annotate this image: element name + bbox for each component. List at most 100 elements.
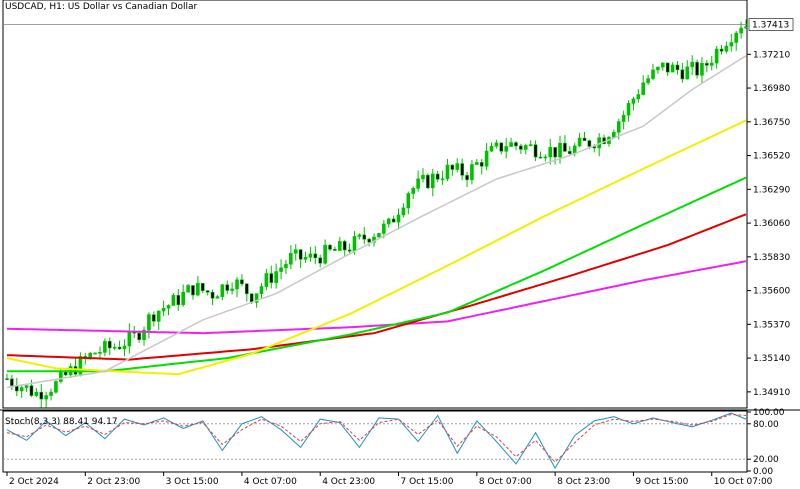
candle-body <box>357 234 362 237</box>
candle-body <box>411 188 416 194</box>
time-tick-label: 2 Oct 23:00 <box>87 477 140 485</box>
price-tick-label: 1.34910 <box>753 388 790 398</box>
moving-average-lines <box>6 55 747 389</box>
candle-body <box>382 223 386 234</box>
candle-body <box>587 140 592 147</box>
candle-body <box>391 218 396 223</box>
candle-body <box>528 144 533 146</box>
candle-body <box>323 244 327 264</box>
candle-body <box>284 263 288 269</box>
time-axis: 2 Oct 2024 2 Oct 23:00 3 Oct 15:00 4 Oct 07… <box>6 472 773 487</box>
candle-body <box>621 114 626 122</box>
candle-body <box>479 162 484 167</box>
candle-body <box>112 346 117 349</box>
moving-average-line <box>6 213 747 361</box>
time-tick-label: 8 Oct 07:00 <box>479 477 532 485</box>
candle-body <box>313 253 318 259</box>
moving-average-line <box>6 260 747 335</box>
candle-body <box>10 378 14 386</box>
candle-body <box>504 146 508 152</box>
candle-body <box>455 163 460 170</box>
candle-body <box>568 151 572 155</box>
candle-body <box>259 286 264 294</box>
candle-body <box>254 293 259 303</box>
candle-body <box>181 291 185 306</box>
candle-body <box>34 391 39 396</box>
moving-average-line <box>7 176 747 373</box>
candle-body <box>631 98 636 104</box>
candle-body <box>523 145 528 150</box>
candle-body <box>543 156 548 159</box>
candle-body <box>690 61 694 68</box>
candle-body <box>318 257 323 264</box>
time-tick-label: 7 Oct 15:00 <box>401 477 454 485</box>
candle-body <box>93 352 97 355</box>
candle-body <box>685 66 690 80</box>
candle-body <box>156 310 161 322</box>
candle-body <box>337 241 342 251</box>
price-tick-label: 1.35600 <box>753 287 790 297</box>
candle-body <box>734 32 739 43</box>
candle-body <box>533 144 538 158</box>
candle-body <box>484 150 489 167</box>
candle-body <box>342 241 347 251</box>
current-price-box <box>748 18 794 31</box>
price-pane[interactable] <box>2 0 748 409</box>
chart-title: USDCAD, H1: US Dollar vs Canadian Dollar <box>5 2 198 12</box>
candle-body <box>509 142 513 147</box>
candle-body <box>362 234 367 240</box>
candle-body <box>729 42 734 47</box>
candle-body <box>225 284 230 291</box>
candle-body <box>489 145 494 152</box>
stochastic-tick-label: 0.00 <box>753 467 773 477</box>
price-tick-label: 1.36290 <box>753 185 790 195</box>
candle-body <box>612 132 616 138</box>
candle-body <box>494 142 499 147</box>
candle-body <box>705 62 709 66</box>
stochastic-pane-frame <box>2 410 748 473</box>
candle-body <box>49 391 53 396</box>
candle-body <box>161 307 166 312</box>
time-tick-label: 2 Oct 2024 <box>9 477 59 485</box>
candle-body <box>475 162 479 165</box>
candle-body <box>176 295 181 306</box>
candle-body <box>670 64 675 73</box>
candle-body <box>122 345 127 350</box>
candle-body <box>700 62 704 76</box>
price-tick-label: 1.37210 <box>753 50 790 60</box>
candle-body <box>450 164 455 170</box>
candle-body <box>117 346 122 350</box>
candle-body <box>196 282 200 296</box>
time-tick-label: 4 Oct 07:00 <box>244 477 297 485</box>
price-tick-label: 1.35140 <box>753 354 790 364</box>
candle-body <box>460 163 464 176</box>
candle-body <box>293 249 298 254</box>
candle-body <box>465 175 469 181</box>
candle-body <box>142 329 146 340</box>
candle-body <box>646 78 650 84</box>
candle-body <box>675 64 680 71</box>
candlestick-series <box>5 19 748 408</box>
candle-body <box>396 214 401 223</box>
candle-body <box>210 291 215 299</box>
candle-body <box>39 391 44 400</box>
candle-body <box>88 352 92 359</box>
candle-body <box>279 267 283 272</box>
time-tick-label: 8 Oct 23:00 <box>557 477 610 485</box>
candle-body <box>377 233 381 238</box>
stochastic-tick-label: 100.00 <box>753 408 785 418</box>
candle-body <box>714 48 719 64</box>
candle-body <box>298 249 303 260</box>
candle-body <box>191 285 195 296</box>
stochastic-pane[interactable]: 100.00 80.00 20.00 0.00 <box>0 408 800 477</box>
candle-body <box>166 305 171 309</box>
candle-body <box>401 207 406 216</box>
candle-body <box>470 164 474 181</box>
candle-body <box>430 173 435 189</box>
candle-body <box>186 285 190 293</box>
candle-body <box>147 314 151 331</box>
candle-body <box>661 62 665 68</box>
candle-body <box>435 173 440 180</box>
price-pane-frame <box>2 0 748 409</box>
